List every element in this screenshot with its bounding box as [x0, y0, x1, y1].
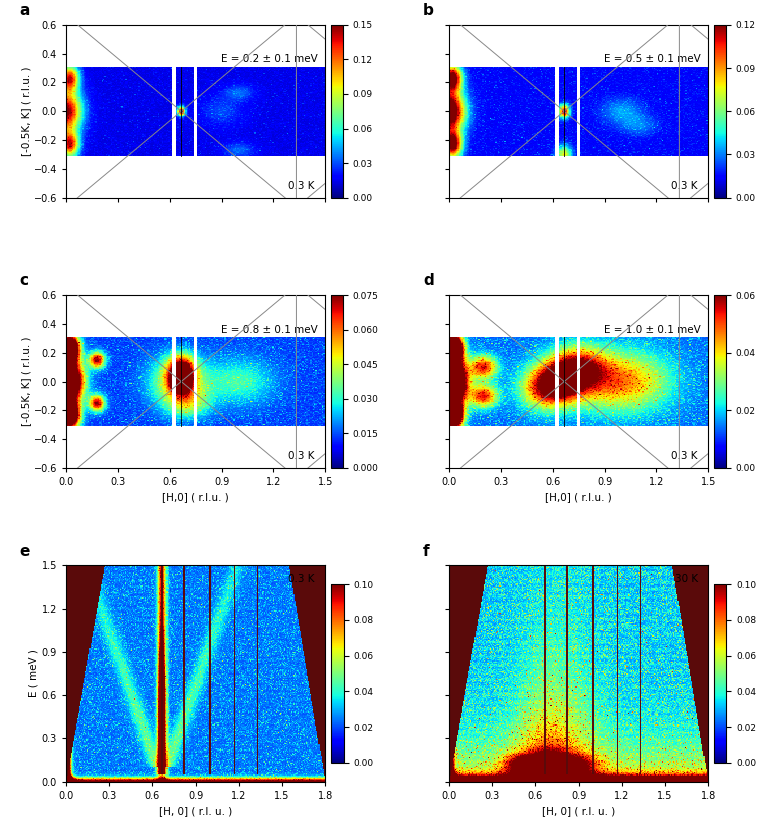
Text: E = 0.8 ± 0.1 meV: E = 0.8 ± 0.1 meV — [221, 325, 318, 335]
X-axis label: [H,0] ( r.l.u. ): [H,0] ( r.l.u. ) — [162, 493, 229, 503]
X-axis label: [H, 0] ( r.l. u. ): [H, 0] ( r.l. u. ) — [159, 806, 232, 816]
Text: c: c — [19, 273, 29, 288]
Text: 0.3 K: 0.3 K — [288, 181, 315, 191]
X-axis label: [H, 0] ( r.l. u. ): [H, 0] ( r.l. u. ) — [542, 806, 615, 816]
Text: d: d — [423, 273, 434, 288]
Text: b: b — [423, 2, 434, 18]
Text: E = 0.5 ± 0.1 meV: E = 0.5 ± 0.1 meV — [604, 55, 700, 65]
Text: E = 1.0 ± 0.1 meV: E = 1.0 ± 0.1 meV — [604, 325, 700, 335]
Text: 0.3 K: 0.3 K — [288, 451, 315, 461]
Text: E = 0.2 ± 0.1 meV: E = 0.2 ± 0.1 meV — [221, 55, 318, 65]
Y-axis label: [-0.5K, K] ( r.l.u. ): [-0.5K, K] ( r.l.u. ) — [21, 337, 31, 426]
X-axis label: [H,0] ( r.l.u. ): [H,0] ( r.l.u. ) — [545, 493, 612, 503]
Y-axis label: [-0.5K, K] ( r.l.u. ): [-0.5K, K] ( r.l.u. ) — [21, 66, 31, 156]
Text: 30 K: 30 K — [674, 574, 698, 584]
Text: 0.3 K: 0.3 K — [671, 451, 698, 461]
Text: 0.3 K: 0.3 K — [288, 574, 315, 584]
Text: f: f — [423, 544, 430, 559]
Text: a: a — [19, 2, 30, 18]
Text: e: e — [19, 544, 30, 559]
Y-axis label: E ( meV ): E ( meV ) — [29, 649, 39, 697]
Text: 0.3 K: 0.3 K — [671, 181, 698, 191]
